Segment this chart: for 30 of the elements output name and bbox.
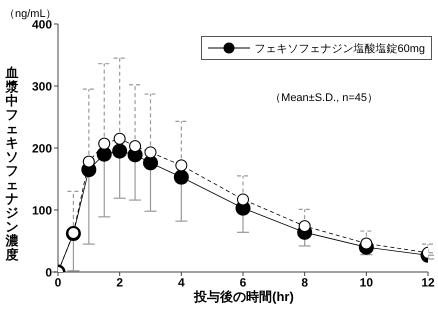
text: （ng/mL） bbox=[4, 7, 57, 20]
point bbox=[237, 193, 249, 206]
point bbox=[82, 156, 95, 168]
point bbox=[174, 170, 189, 185]
x-axis-title: 投与後の時間(hr) bbox=[192, 288, 295, 306]
x-tick-label: 10 bbox=[360, 276, 374, 290]
point bbox=[98, 138, 110, 150]
x-tick-label: 2 bbox=[116, 276, 124, 290]
legend-label: フェキソフェナジン塩酸塩錠60mg bbox=[254, 42, 425, 56]
y-tick-label: 200 bbox=[32, 141, 52, 156]
y-tick-label: 100 bbox=[32, 203, 52, 218]
y-tick-label: 0 bbox=[45, 265, 52, 280]
point bbox=[360, 237, 372, 250]
text: 血漿中フェキソフェナジン濃度 bbox=[6, 65, 18, 262]
point bbox=[144, 146, 156, 158]
point bbox=[112, 144, 128, 159]
point bbox=[143, 155, 158, 170]
point bbox=[175, 159, 188, 172]
x-tick-label: 6 bbox=[240, 276, 247, 290]
y-tick-label: 400 bbox=[32, 17, 52, 32]
x-tick-label: 12 bbox=[421, 276, 435, 290]
y-tick-label: 300 bbox=[32, 79, 52, 94]
point bbox=[96, 146, 112, 162]
x-tick-label: 0 bbox=[54, 276, 62, 290]
x-tick-label: 4 bbox=[178, 276, 185, 290]
point bbox=[298, 220, 311, 232]
x-tick-label: 8 bbox=[301, 276, 308, 290]
point bbox=[129, 140, 142, 152]
annotation: （Mean±S.D., n=45） bbox=[270, 91, 378, 105]
point bbox=[114, 132, 126, 145]
